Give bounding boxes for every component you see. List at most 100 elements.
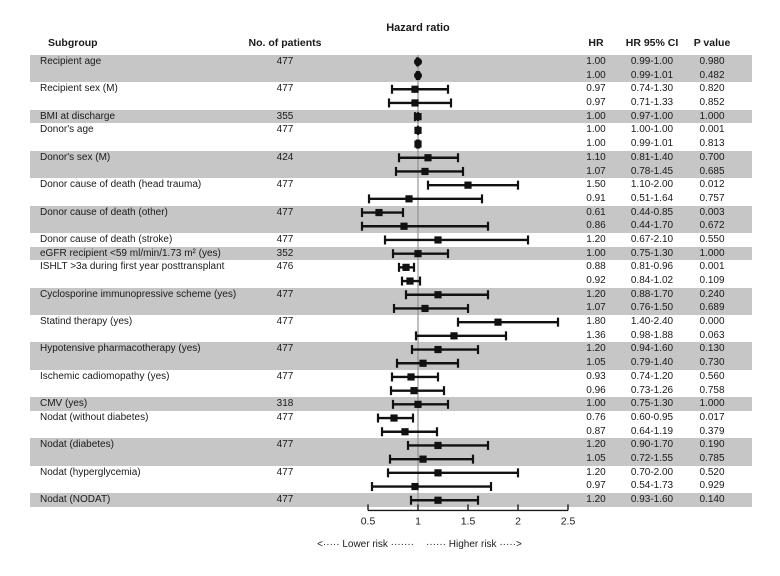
ci-value: 0.79-1.40 <box>630 357 674 369</box>
ci-value: 1.40-2.40 <box>630 316 674 328</box>
ci-value: 0.64-1.19 <box>630 425 674 437</box>
patients-count: 477 <box>276 439 294 451</box>
p-value: 0.700 <box>699 151 725 163</box>
hr-value: 1.07 <box>586 165 606 177</box>
ci-value: 0.54-1.73 <box>630 480 674 492</box>
table-row: Donor's age 477 1.00 1.00-1.00 0.001 <box>30 123 752 137</box>
p-value: 0.820 <box>699 83 725 95</box>
ci-value: 0.75-1.30 <box>630 247 674 259</box>
p-value: 0.109 <box>699 275 725 286</box>
patients-count: 477 <box>276 233 294 245</box>
ci-value: 0.78-1.45 <box>630 165 674 177</box>
subgroup-label: ISHLT >3a during first year posttranspla… <box>40 261 225 273</box>
subgroup-label: Nodat (hyperglycemia) <box>40 466 141 478</box>
table-row: Statind therapy (yes) 477 1.80 1.40-2.40 0.0… <box>30 315 752 329</box>
p-value: 0.482 <box>699 69 725 81</box>
hr-value: 1.00 <box>586 247 606 259</box>
p-value: 0.560 <box>699 370 725 382</box>
p-value: 0.929 <box>699 480 725 492</box>
x-axis-tick-label: 2.5 <box>561 515 576 527</box>
subgroup-label: BMI at discharge <box>40 110 116 122</box>
p-value: 0.063 <box>699 329 725 341</box>
ci-value: 0.81-1.40 <box>630 151 674 163</box>
ci-value: 0.93-1.60 <box>630 494 674 505</box>
subgroup-label: eGFR recipient <59 ml/min/1.73 m² (yes) <box>40 247 221 259</box>
table-row: Nodat (without diabetes) 477 0.76 0.60-0.95… <box>30 411 752 425</box>
hr-value: 1.00 <box>586 56 606 67</box>
patients-count: 476 <box>276 261 294 273</box>
subgroup-label: Cyclosporine immunopressive scheme (yes) <box>40 288 237 300</box>
ci-value: 0.97-1.00 <box>630 110 674 122</box>
table-row: 0.92 0.84-1.02 0.109 <box>30 274 752 288</box>
table-row: 1.00 0.99-1.01 0.813 <box>30 137 752 151</box>
table-row: Nodat (diabetes) 477 1.20 0.90-1.70 0.190 <box>30 438 752 452</box>
forest-table-rows: Recipient age 477 1.00 0.99-1.00 0.980 1.00 0.… <box>30 55 752 507</box>
ci-value: 0.71-1.33 <box>630 97 674 109</box>
p-value: 0.130 <box>699 343 725 355</box>
table-row: Cyclosporine immunopressive scheme (yes)… <box>30 287 752 302</box>
hr-value: 1.00 <box>586 138 606 150</box>
p-value: 0.240 <box>699 288 725 300</box>
table-row: eGFR recipient <59 ml/min/1.73 m² (yes) 3… <box>30 246 752 261</box>
table-row: 1.05 0.79-1.40 0.730 <box>30 356 752 370</box>
hr-value: 1.00 <box>586 398 606 410</box>
table-row: Hypotensive pharmacotherapy (yes) 477 1.20… <box>30 342 752 357</box>
p-value: 0.813 <box>699 138 725 150</box>
table-row: 0.91 0.51-1.64 0.757 <box>30 192 752 206</box>
ci-value: 0.84-1.02 <box>630 275 674 286</box>
subgroup-label: Donor cause of death (other) <box>40 206 168 218</box>
table-row: ISHLT >3a during first year posttranspla… <box>30 260 752 274</box>
patients-count: 477 <box>276 411 294 423</box>
hr-value: 0.87 <box>586 425 606 437</box>
ci-value: 0.70-2.00 <box>630 466 674 478</box>
subgroup-label: Donor's age <box>40 124 94 136</box>
table-row: 1.07 0.76-1.50 0.689 <box>30 301 752 316</box>
subgroup-label: Recipient age <box>40 56 102 67</box>
column-header-pvalue: P value <box>693 37 731 49</box>
p-value: 1.000 <box>699 398 725 410</box>
ci-value: 0.99-1.01 <box>630 138 674 150</box>
p-value: 1.000 <box>699 110 725 122</box>
hr-value: 1.10 <box>586 151 606 163</box>
hr-value: 1.00 <box>586 110 606 122</box>
table-row: 1.05 0.72-1.55 0.785 <box>30 451 752 466</box>
table-row: Recipient age 477 1.00 0.99-1.00 0.980 <box>30 55 752 69</box>
patients-count: 477 <box>276 466 294 478</box>
p-value: 0.672 <box>699 220 725 232</box>
hr-value: 0.91 <box>586 192 606 204</box>
patients-count: 355 <box>276 110 294 122</box>
patients-count: 477 <box>276 124 294 136</box>
column-header-hr: HR <box>588 37 604 49</box>
column-header-patients: No. of patients <box>248 37 322 49</box>
ci-value: 0.74-1.30 <box>630 83 674 95</box>
hr-value: 0.61 <box>586 206 606 218</box>
chart-title: Hazard ratio <box>386 22 450 34</box>
patients-count: 477 <box>276 343 294 355</box>
ci-value: 0.44-1.70 <box>630 220 674 232</box>
table-row: 0.87 0.64-1.19 0.379 <box>30 425 752 439</box>
hr-value: 0.76 <box>586 411 606 423</box>
table-row: Donor cause of death (head trauma) 477 1.5… <box>30 178 752 192</box>
hr-value: 1.00 <box>586 124 606 136</box>
ci-value: 0.94-1.60 <box>630 343 674 355</box>
hr-value: 0.92 <box>586 275 606 286</box>
patients-count: 424 <box>276 151 294 163</box>
table-row: 0.97 0.71-1.33 0.852 <box>30 96 752 110</box>
table-row: 0.96 0.73-1.26 0.758 <box>30 384 752 398</box>
table-row: 0.97 0.54-1.73 0.929 <box>30 479 752 493</box>
table-row: Nodat (NODAT) 477 1.20 0.93-1.60 0.140 <box>30 493 752 507</box>
hr-value: 0.97 <box>586 97 606 109</box>
hr-value: 0.97 <box>586 83 606 95</box>
p-value: 0.190 <box>699 439 725 451</box>
ci-value: 0.74-1.20 <box>630 370 674 382</box>
hr-value: 0.86 <box>586 220 606 232</box>
subgroup-label: Hypotensive pharmacotherapy (yes) <box>40 343 201 355</box>
subgroup-label: Nodat (diabetes) <box>40 439 114 451</box>
p-value: 0.550 <box>699 233 725 245</box>
ci-value: 0.81-0.96 <box>630 261 674 273</box>
hr-value: 1.20 <box>586 466 606 478</box>
p-value: 0.017 <box>699 411 725 423</box>
direction-label-lower-risk: <····· Lower risk ······· <box>317 539 414 550</box>
hr-value: 1.00 <box>586 69 606 81</box>
hr-value: 1.20 <box>586 288 606 300</box>
